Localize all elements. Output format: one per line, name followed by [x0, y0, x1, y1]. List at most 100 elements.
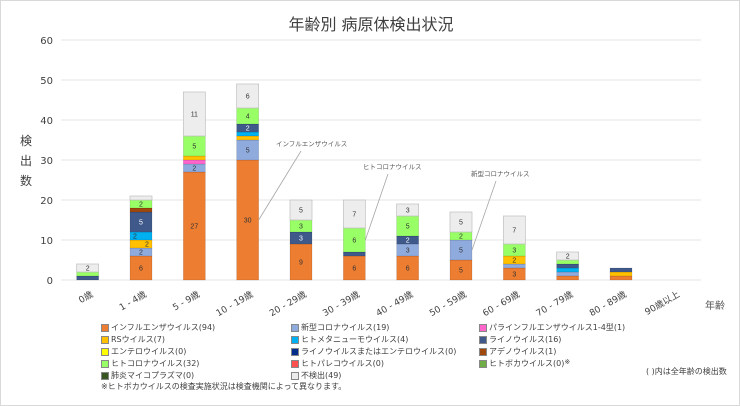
bar-segment	[289, 199, 313, 221]
y-tick-label: 30	[40, 156, 53, 167]
legend-label: インフルエンザウイルス(94)	[111, 323, 216, 332]
bar-segment	[556, 271, 580, 277]
footnote: ※ヒトボカウイルスの検査実施状況は検査機関によって異なります。	[101, 382, 347, 391]
data-label: 2	[139, 250, 143, 257]
bar-segment	[609, 275, 633, 281]
data-label: 7	[352, 212, 356, 219]
legend-item: 不検出(49)	[291, 371, 341, 381]
legend-item: アデノウイルス(1)	[479, 347, 556, 357]
bar-segment	[556, 259, 580, 265]
annotation-label: 新型コロナウイルス	[471, 169, 530, 178]
data-label: 6	[352, 238, 356, 245]
data-label: 5	[406, 224, 410, 231]
legend-item: パラインフルエンザウイルス1-4型(1)	[479, 323, 625, 333]
data-label: 2	[566, 254, 570, 261]
y-axis-label-char: 検	[19, 134, 32, 148]
data-label: 5	[459, 220, 463, 227]
legend-swatch	[291, 371, 299, 380]
data-label: 6	[139, 266, 143, 273]
legend-item: ヒトメタニューモウイルス(4)	[291, 335, 408, 345]
data-label: 5	[139, 220, 143, 227]
data-label: 2	[192, 166, 196, 173]
x-tick-label: 80 - 89歳	[587, 288, 628, 319]
data-label: 6	[246, 94, 250, 101]
data-label: 3	[299, 236, 303, 243]
legend-item: 肺炎マイコプラズマ(0)	[101, 371, 194, 381]
bar-segment	[609, 271, 633, 277]
bar-segment	[129, 207, 153, 213]
bar-segment	[236, 135, 260, 141]
bar-segment	[342, 199, 366, 229]
legend-label: ヒトコロナウイルス(32)	[111, 359, 200, 368]
legend-label: 新型コロナウイルス(19)	[301, 323, 390, 332]
legend-mark: ※	[564, 358, 571, 366]
x-tick-label: 1 - 4歳	[117, 288, 148, 313]
data-label: 5	[459, 268, 463, 275]
legend-item: RSウイルス(7)	[101, 335, 165, 345]
x-tick-label: 90歳以上	[643, 288, 682, 318]
data-label: 2	[246, 126, 250, 133]
data-label: 5	[192, 144, 196, 151]
data-label: 3	[406, 208, 410, 215]
y-tick-label: 10	[40, 236, 53, 247]
y-tick-label: 50	[40, 76, 53, 87]
data-label: 3	[512, 248, 516, 255]
x-tick-label: 40 - 49歳	[374, 288, 415, 319]
legend-swatch	[101, 371, 109, 380]
bar-segment	[449, 211, 473, 233]
y-axis-label-char: 数	[19, 174, 32, 188]
data-label: 7	[512, 228, 516, 235]
bar-segment	[396, 203, 420, 217]
y-axis-label-char: 出	[19, 154, 32, 168]
x-tick-label: 10 - 19歳	[214, 288, 255, 319]
annotation-leader	[364, 173, 389, 241]
legend-swatch	[479, 347, 487, 356]
x-tick-label: 20 - 29歳	[267, 288, 308, 319]
data-label: 9	[299, 260, 303, 267]
bar-segment	[129, 195, 153, 201]
x-tick-label: 70 - 79歳	[534, 288, 575, 319]
legend-item: ヒトパレコウイルス(0)	[291, 359, 384, 369]
annotation-leader	[471, 180, 497, 251]
legend-item: ヒトボカウイルス(0)※	[479, 359, 570, 369]
data-label: 6	[406, 266, 410, 273]
bar-segment	[556, 251, 580, 261]
legend-swatch	[479, 335, 487, 344]
bar-segment	[556, 267, 580, 273]
data-label: 2	[86, 266, 90, 273]
legend-label: 不検出(49)	[301, 371, 342, 380]
chart-title: 年齢別 病原体検出状況	[288, 15, 454, 34]
annotation-label: ヒトコロナウイルス	[363, 163, 422, 171]
legend-swatch	[101, 359, 109, 368]
legend-note: ( )内は全年齢の検出数	[646, 367, 727, 376]
legend-swatch	[101, 347, 109, 356]
data-label: 5	[246, 148, 250, 155]
y-tick-label: 20	[40, 196, 53, 207]
bar-segment	[556, 275, 580, 281]
bar-segment	[76, 271, 100, 277]
bar-segment	[342, 251, 366, 257]
legend-label: ヒトパレコウイルス(0)	[301, 359, 385, 368]
legend-swatch	[479, 323, 487, 332]
data-label: 30	[244, 218, 252, 225]
data-label: 2	[133, 234, 137, 241]
legend-label: ヒトメタニューモウイルス(4)	[301, 335, 409, 344]
x-tick-label: 50 - 59歳	[427, 288, 468, 319]
legend-label: 肺炎マイコプラズマ(0)	[111, 371, 195, 380]
legend-item: ヒトコロナウイルス(32)	[101, 359, 199, 369]
bar-segment	[182, 159, 206, 165]
x-axis-label: 年齢	[705, 301, 725, 312]
data-label: 3	[299, 224, 303, 231]
legend-label: パラインフルエンザウイルス1-4型(1)	[489, 323, 626, 332]
data-label: 2	[406, 238, 410, 245]
x-tick-label: 30 - 39歳	[320, 288, 361, 319]
legend-label: RSウイルス(7)	[111, 335, 165, 344]
legend-swatch	[291, 335, 299, 344]
y-tick-label: 40	[40, 116, 53, 127]
legend-swatch	[291, 347, 299, 356]
bar-segment	[76, 263, 100, 273]
data-label: 2	[145, 242, 149, 249]
y-axis-label: 検出数	[19, 131, 33, 191]
x-tick-label: 5 - 9歳	[170, 288, 201, 313]
